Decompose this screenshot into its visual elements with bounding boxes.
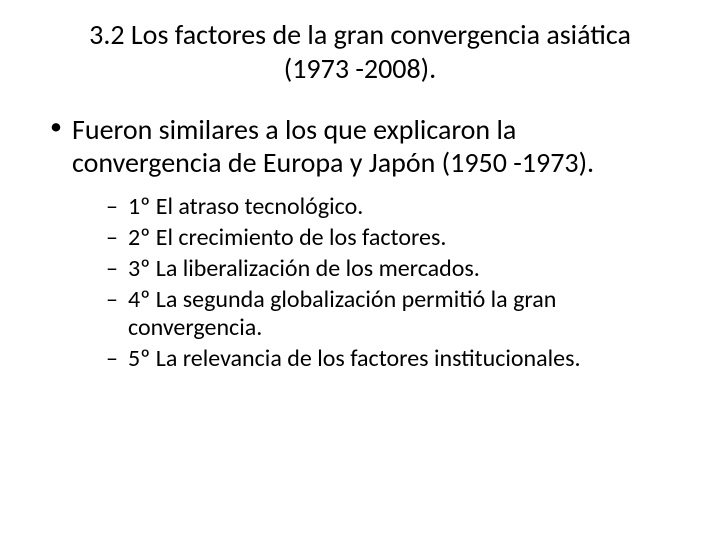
- slide-title: 3.2 Los factores de la gran convergencia…: [48, 18, 672, 85]
- sub-bullet-list: 1º El atraso tecnológico. 2º El crecimie…: [48, 193, 672, 374]
- sub-bullet: 5º La relevancia de los factores institu…: [106, 345, 672, 374]
- sub-bullet: 4º La segunda globalización permitió la …: [106, 286, 672, 344]
- slide: 3.2 Los factores de la gran convergencia…: [0, 0, 720, 540]
- sub-bullet-text: 4º La segunda globalización permitió la …: [128, 285, 556, 343]
- sub-bullet-text: 2º El crecimiento de los factores.: [128, 223, 446, 252]
- sub-bullet-text: 3º La liberalización de los mercados.: [128, 254, 480, 283]
- title-line-1: 3.2 Los factores de la gran convergencia…: [89, 17, 631, 52]
- main-bullet-text: Fueron similares a los que explicaron la…: [72, 112, 594, 180]
- sub-bullet-text: 5º La relevancia de los factores institu…: [128, 344, 581, 373]
- sub-bullet: 1º El atraso tecnológico.: [106, 193, 672, 222]
- sub-bullet: 2º El crecimiento de los factores.: [106, 224, 672, 253]
- main-bullet: Fueron similares a los que explicaron la…: [48, 113, 672, 179]
- sub-bullet-text: 1º El atraso tecnológico.: [128, 192, 363, 221]
- title-line-2: (1973 -2008).: [284, 51, 436, 86]
- sub-bullet: 3º La liberalización de los mercados.: [106, 255, 672, 284]
